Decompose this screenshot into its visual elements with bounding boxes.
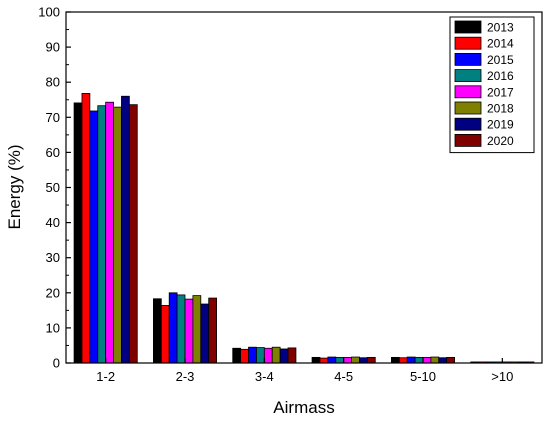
bars-layer (73, 93, 535, 364)
x-tick-label: 2-3 (176, 369, 195, 384)
y-tick-label: 80 (46, 75, 60, 90)
legend-label-2019: 2019 (487, 118, 514, 132)
legend-swatch-2016 (454, 69, 482, 82)
bar-2013-2-3 (152, 298, 162, 364)
bar-2019-1-2 (121, 95, 130, 364)
bar-2016-1-2 (97, 105, 107, 364)
x-axis: 1-2 2-3 3-4 4-5 5-10 >10 (96, 358, 513, 384)
y-tick-label: 10 (46, 320, 60, 335)
bar-2016-2-3 (176, 294, 186, 364)
bar-2015-1-2 (89, 110, 99, 364)
x-tick-label: 3-4 (255, 369, 274, 384)
legend-swatch-2013 (454, 20, 482, 34)
bar-2018-5-10 (430, 356, 440, 364)
bar-2013-3-4 (232, 347, 242, 364)
bar-2014-4-5 (319, 357, 329, 364)
y-tick-label: 50 (46, 180, 60, 195)
bar-2015-4-5 (327, 356, 337, 364)
bar-2019-3-4 (279, 348, 289, 364)
bar-2018-1-2 (113, 106, 122, 364)
bar-2020-3-4 (287, 347, 297, 364)
bar-2020-4-5 (366, 356, 376, 364)
legend-swatch-2015 (454, 53, 482, 66)
bar-2016-5-10 (414, 356, 424, 364)
legend-swatch-2018 (454, 101, 482, 115)
bar-2015-2-3 (168, 292, 178, 364)
bar-2017-3-4 (263, 347, 273, 364)
y-tick-label: 40 (46, 215, 60, 230)
y-tick-label: 70 (46, 110, 60, 125)
x-tick-label: 5-10 (410, 369, 436, 384)
legend-swatch-2019 (454, 117, 482, 131)
bar-2020-1-2 (128, 104, 138, 364)
bar-2017-1-2 (105, 101, 114, 364)
bar-2014-5-10 (398, 357, 408, 364)
bar-2020-2-3 (208, 297, 217, 364)
legend-swatch-2014 (454, 36, 482, 50)
legend-swatch-2020 (454, 133, 482, 147)
legend-label-2020: 2020 (487, 134, 514, 148)
bar-2014-1-2 (81, 93, 91, 364)
legend-label-2014: 2014 (487, 37, 514, 51)
bar-2016-4-5 (335, 356, 345, 364)
legend-label-2015: 2015 (487, 53, 514, 67)
bar-2014-3-4 (240, 348, 249, 364)
y-tick-label: 30 (46, 250, 60, 265)
bar-2013-4-5 (311, 356, 321, 364)
bar-2020-5-10 (446, 356, 456, 364)
y-tick-label: 20 (46, 285, 60, 300)
x-tick-label: 4-5 (334, 369, 353, 384)
y-tick-label: 90 (46, 40, 60, 55)
bar-2018-4-5 (351, 356, 360, 364)
bar-2017-2-3 (184, 298, 194, 364)
bar-2019-4-5 (359, 357, 368, 364)
legend-label-2016: 2016 (487, 69, 514, 83)
x-tick-label: >10 (491, 369, 513, 384)
y-axis-label: Energy (%) (5, 144, 24, 229)
x-axis-label: Airmass (273, 398, 334, 417)
bar-2017-5-10 (422, 356, 432, 364)
legend-label-2017: 2017 (487, 85, 514, 99)
bar-2019-5-10 (438, 357, 448, 364)
bar-2013-5-10 (390, 356, 400, 364)
bar-2015-5-10 (406, 356, 416, 364)
bar-2015-3-4 (248, 346, 257, 364)
legend-swatch-2017 (454, 85, 482, 99)
bar-2019-2-3 (200, 303, 210, 364)
bar-2018-2-3 (192, 295, 202, 364)
y-tick-label: 60 (46, 145, 60, 160)
y-axis: 0 10 20 30 40 50 60 70 80 90 100 (38, 5, 71, 371)
x-tick-label: 1-2 (96, 369, 115, 384)
y-tick-label: 0 (53, 356, 60, 371)
legend-label-2018: 2018 (487, 102, 514, 116)
legend: 2013 2014 2015 2016 2017 2018 2019 2020 (449, 16, 535, 154)
bar-2017-4-5 (343, 356, 352, 364)
bar-2018-3-4 (271, 346, 281, 364)
bar-2016-3-4 (256, 347, 265, 364)
y-tick-label: 100 (38, 5, 60, 20)
bar-2014-2-3 (160, 305, 170, 364)
legend-label-2013: 2013 (487, 21, 514, 35)
bar-2013-1-2 (73, 102, 83, 364)
